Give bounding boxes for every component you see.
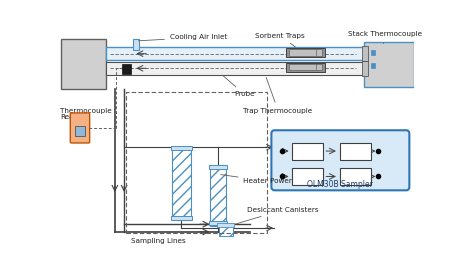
Text: Stack Thermocouple: Stack Thermocouple	[347, 31, 421, 43]
Bar	[170, 146, 192, 150]
FancyBboxPatch shape	[70, 113, 90, 143]
Bar	[122, 64, 131, 74]
Bar	[208, 165, 227, 169]
Bar	[289, 49, 316, 56]
Bar	[363, 42, 413, 87]
Bar	[172, 147, 190, 220]
Text: Sorbent Traps: Sorbent Traps	[255, 33, 304, 47]
Bar	[291, 143, 322, 160]
Bar	[208, 221, 227, 225]
Bar	[106, 62, 363, 75]
Bar	[285, 48, 324, 57]
Bar	[361, 61, 368, 76]
Text: MFC: MFC	[297, 147, 315, 156]
Bar	[132, 39, 139, 50]
Text: Sampling Lines: Sampling Lines	[131, 238, 185, 244]
Text: OLM30B Sampler: OLM30B Sampler	[307, 180, 373, 189]
Bar	[289, 64, 316, 70]
Text: Pump: Pump	[342, 172, 366, 181]
Bar	[339, 168, 370, 185]
Bar	[74, 126, 84, 136]
Bar	[285, 63, 324, 72]
Text: Probe: Probe	[222, 75, 254, 98]
Bar	[291, 168, 322, 185]
Text: MFC: MFC	[297, 172, 315, 181]
Bar	[218, 224, 232, 236]
FancyBboxPatch shape	[271, 130, 409, 190]
Bar	[170, 216, 192, 220]
Bar	[339, 143, 370, 160]
Text: Cooling Air Inlet: Cooling Air Inlet	[138, 34, 227, 41]
Bar	[125, 92, 266, 234]
Text: Pump: Pump	[342, 147, 366, 156]
Text: Reader: Reader	[60, 114, 85, 120]
Bar	[361, 46, 368, 61]
Text: Thermocouple: Thermocouple	[60, 107, 112, 114]
Bar	[106, 47, 363, 60]
Bar	[217, 224, 234, 227]
Text: Trap Thermocouple: Trap Thermocouple	[243, 78, 312, 114]
Text: Heater Power: Heater Power	[220, 175, 292, 184]
Text: Desiccant Canisters: Desiccant Canisters	[230, 207, 318, 226]
Bar	[210, 166, 225, 226]
Bar	[370, 63, 375, 68]
Bar	[315, 49, 321, 56]
Bar	[61, 39, 106, 89]
Bar	[315, 64, 321, 70]
Bar	[370, 50, 375, 55]
